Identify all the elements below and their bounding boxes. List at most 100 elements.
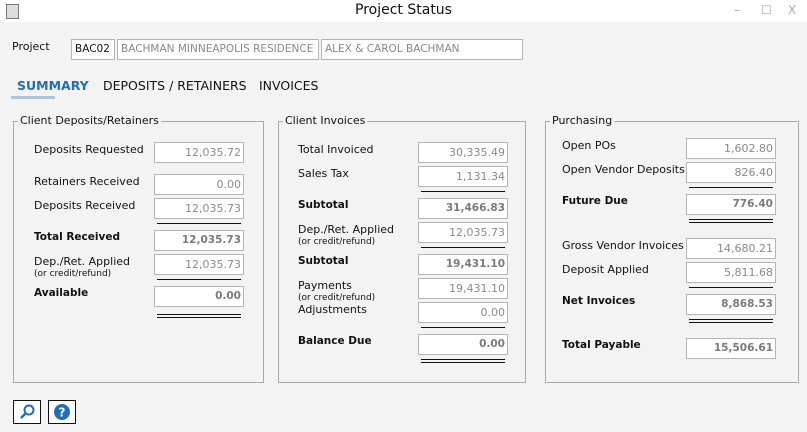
group-title: Client Deposits/Retainers [18,114,161,127]
group-title: Purchasing [550,114,615,127]
field-value[interactable]: 14,680.21 [686,238,776,259]
field-value[interactable]: 8,868.53 [686,294,776,315]
minimize-button[interactable]: – [734,3,740,17]
field-value[interactable]: 0.00 [418,302,508,323]
field-label-text: Deposits Received [34,199,136,212]
field-label: Open POs [562,139,616,152]
field-label-text: Adjustments [298,303,367,316]
field-label-text: Dep./Ret. Applied [34,255,130,268]
tab-invoices[interactable]: INVOICES [259,78,319,93]
subtotal-rule [157,223,241,224]
field-label: Deposits Received [34,199,135,212]
field-label-text: Total Payable [562,339,641,351]
close-button[interactable]: X [788,3,797,17]
field-value[interactable]: 0.00 [154,286,244,307]
field-value[interactable]: 0.00 [154,174,244,195]
field-label: Dep./Ret. Applied (or credit/refund) [298,223,394,249]
double-total-rule [157,317,241,318]
field-label: Dep./Ret. Applied (or credit/refund) [34,255,130,281]
double-total-rule [689,322,773,323]
window-title: Project Status [355,2,452,18]
field-value[interactable]: 0.00 [418,334,508,355]
help-icon: ? [54,404,70,420]
field-label: Future Due [562,195,628,208]
field-label-text: Open POs [562,139,616,152]
field-label: Subtotal [298,255,349,268]
magnifier-icon [20,404,35,419]
field-label-text: Total Received [34,231,120,243]
field-label-text: Deposits Requested [34,143,144,156]
active-tab-underline [11,96,55,99]
field-label: Adjustments [298,303,367,316]
field-sublabel: (or credit/refund) [34,269,112,279]
field-label: Total Invoiced [298,143,374,156]
field-label: Open Vendor Deposits [562,163,685,176]
field-value[interactable]: 1,602.80 [686,138,776,159]
subtotal-rule [689,187,773,188]
field-label-text: Payments [298,279,352,292]
field-value[interactable]: 826.40 [686,162,776,183]
field-label: Subtotal [298,199,349,212]
field-value[interactable]: 12,035.73 [418,222,508,243]
field-label-text: Subtotal [298,199,349,211]
tab-deposits-retainers[interactable]: DEPOSITS / RETAINERS [103,78,247,93]
field-label-text: Net Invoices [562,295,636,307]
field-value[interactable]: 1,131.34 [418,166,508,187]
help-button[interactable]: ? [48,400,76,424]
field-value[interactable]: 12,035.73 [154,254,244,275]
field-label-text: Retainers Received [34,175,140,188]
field-label-text: Gross Vendor Invoices [562,239,684,252]
field-value[interactable]: 5,811.68 [686,262,776,283]
field-value[interactable]: 12,035.72 [154,142,244,163]
search-button[interactable] [13,400,41,424]
field-sublabel: (or credit/refund) [298,293,376,303]
field-label: Payments (or credit/refund) [298,279,375,305]
double-total-rule [689,319,773,320]
tab-summary[interactable]: SUMMARY [17,78,89,93]
field-label-text: Total Invoiced [298,143,374,156]
field-value[interactable]: 30,335.49 [418,142,508,163]
field-label: Total Received [34,231,120,244]
project-code-field[interactable]: BAC02 [71,39,115,60]
group-title: Client Invoices [283,114,368,127]
field-label-text: Future Due [562,195,628,207]
client-deposits-group: Client Deposits/Retainers Deposits Reques… [13,114,264,383]
purchasing-group: Purchasing Open POs 1,602.80 Open Vendor De… [545,114,799,383]
field-value[interactable]: 31,466.83 [418,198,508,219]
subtotal-rule [421,191,505,192]
double-total-rule [421,362,505,363]
field-label-text: Open Vendor Deposits [562,163,685,176]
app-icon [6,4,19,19]
field-label-text: Subtotal [298,255,349,267]
project-name-field[interactable]: BACHMAN MINNEAPOLIS RESIDENCE [117,39,319,60]
field-label: Net Invoices [562,295,635,308]
field-value[interactable]: 12,035.73 [154,230,244,251]
field-value[interactable]: 15,506.61 [686,338,776,359]
field-value[interactable]: 776.40 [686,194,776,215]
project-label: Project [12,40,50,53]
field-label: Deposits Requested [34,143,144,156]
field-label: Balance Due [298,335,372,348]
double-total-rule [689,219,773,220]
subtotal-rule [421,327,505,328]
subtotal-rule [421,247,505,248]
field-label: Retainers Received [34,175,140,188]
field-label: Total Payable [562,339,641,352]
field-label: Available [34,287,88,300]
field-label-text: Deposit Applied [562,263,649,276]
double-total-rule [689,222,773,223]
subtotal-rule [157,279,241,280]
svg-text:?: ? [59,406,66,420]
subtotal-rule [689,287,773,288]
client-invoices-group: Client Invoices Total Invoiced 30,335.49 Sa… [278,114,526,383]
maximize-button[interactable]: ☐ [761,3,772,17]
client-name-field[interactable]: ALEX & CAROL BACHMAN [321,39,523,60]
field-label-text: Balance Due [298,335,372,347]
double-total-rule [421,359,505,360]
field-label: Deposit Applied [562,263,649,276]
field-sublabel: (or credit/refund) [298,237,376,247]
field-label-text: Sales Tax [298,167,349,180]
field-value[interactable]: 19,431.10 [418,278,508,299]
field-value[interactable]: 19,431.10 [418,254,508,275]
field-value[interactable]: 12,035.73 [154,198,244,219]
